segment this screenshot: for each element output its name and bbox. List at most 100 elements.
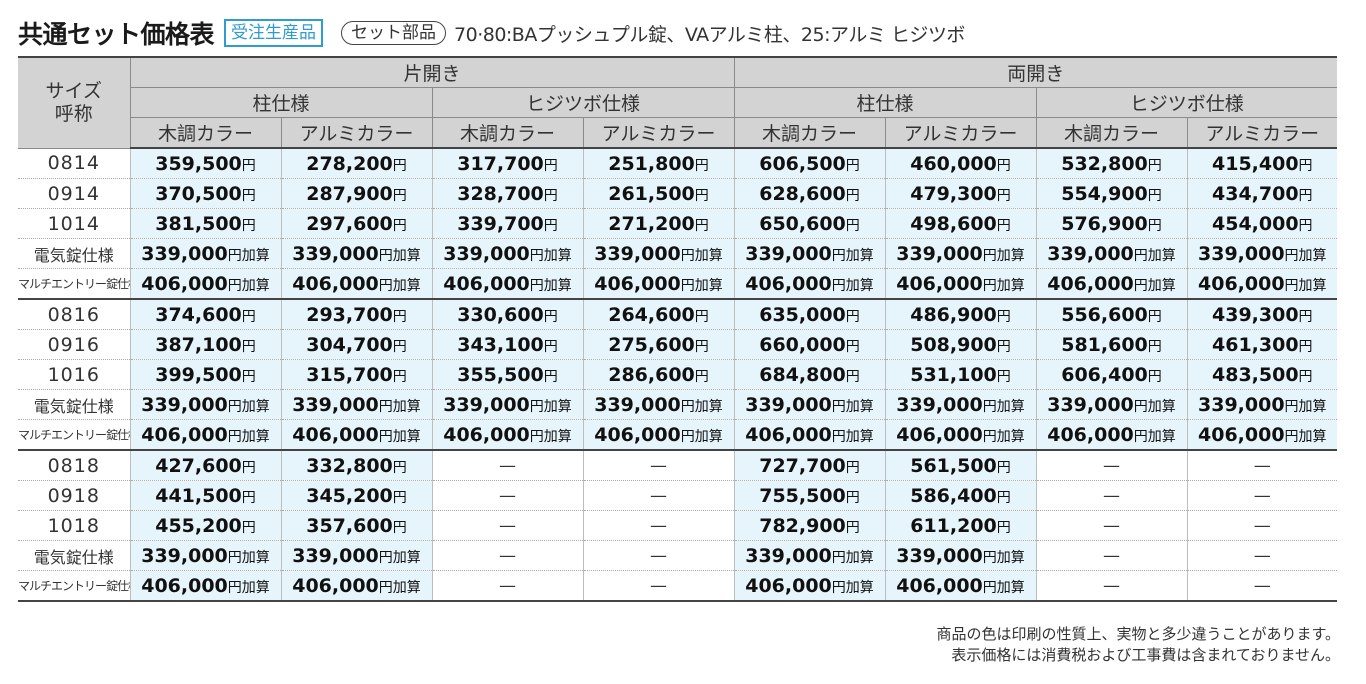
price-value: 508,900 (910, 333, 997, 356)
price-value: 479,300 (910, 182, 997, 205)
price-value: 278,200 (306, 152, 393, 175)
price-unit: 円 (543, 157, 558, 174)
price-value: 339,000 (141, 544, 228, 567)
price-cell: 251,800円 (582, 148, 735, 179)
table-row: 1014 381,500円 297,600円 339,700円 271,200円 650,… (18, 208, 1338, 239)
price-unit: 円加算 (831, 398, 874, 415)
set-parts-label: セット部品 (341, 21, 447, 45)
price-unit: 円 (543, 368, 558, 385)
price-unit: 円 (996, 519, 1011, 536)
price-unit: 円加算 (227, 277, 270, 294)
price-unit: 円 (1147, 187, 1162, 204)
pillar-type-header: ヒジツボ仕様 (1035, 87, 1338, 118)
price-unit: 円 (392, 338, 407, 355)
price-value: 317,700 (457, 152, 544, 175)
table-row: 電気錠仕様 339,000円加算 339,000円加算 339,000円加算 339,0… (18, 389, 1338, 420)
table-row: マルチエントリー錠仕様 406,000円加算 406,000円加算 — —406,000… (18, 570, 1338, 602)
price-unit: 円加算 (831, 579, 874, 596)
price-value: 339,000 (745, 544, 832, 567)
price-value: 339,000 (141, 242, 228, 265)
price-value: 339,000 (292, 544, 379, 567)
price-unit: 円加算 (227, 549, 270, 566)
price-cell: 454,000円 (1186, 208, 1338, 239)
empty-cell: — (582, 450, 735, 481)
price-cell: 357,600円 (280, 510, 432, 541)
price-cell: 406,000円加算 (1186, 268, 1338, 300)
price-value: 483,500 (1212, 363, 1299, 386)
table-row: マルチエントリー錠仕様 406,000円加算 406,000円加算 406,000円加… (18, 419, 1338, 451)
price-value: 406,000 (292, 423, 379, 446)
price-unit: 円加算 (529, 398, 572, 415)
footnote: 商品の色は印刷の性質上、実物と多少違うことがあります。 (936, 625, 1340, 643)
empty-cell: — (431, 450, 583, 481)
price-unit: 円加算 (227, 398, 270, 415)
size-cell: 電気錠仕様 (18, 540, 130, 571)
price-cell: 406,000円加算 (884, 268, 1037, 300)
price-cell: 286,600円 (582, 359, 735, 390)
price-value: 406,000 (896, 423, 983, 446)
price-unit: 円加算 (378, 549, 421, 566)
price-value: 576,900 (1061, 212, 1148, 235)
price-unit: 円 (845, 459, 860, 476)
price-value: 330,600 (457, 303, 544, 326)
price-unit: 円 (392, 308, 407, 325)
price-unit: 円 (392, 187, 407, 204)
price-value: 339,700 (457, 212, 544, 235)
price-cell: 441,500円 (129, 480, 281, 511)
price-unit: 円加算 (680, 277, 723, 294)
price-value: 498,600 (910, 212, 997, 235)
price-value: 727,700 (759, 454, 846, 477)
price-cell: 479,300円 (884, 178, 1037, 209)
price-unit: 円 (1298, 187, 1313, 204)
price-unit: 円 (694, 157, 709, 174)
price-unit: 円 (694, 187, 709, 204)
table-row: 0816 374,600円 293,700円 330,600円 264,600円 635,… (18, 299, 1338, 330)
price-cell: 293,700円 (280, 299, 432, 330)
page-title: 共通セット価格表 (18, 20, 215, 49)
size-cell: 1014 (18, 208, 130, 239)
price-cell: 339,000円加算 (129, 389, 281, 420)
price-cell: 498,600円 (884, 208, 1037, 239)
price-unit: 円加算 (680, 428, 723, 445)
price-cell: 339,000円加算 (1035, 238, 1188, 269)
price-unit: 円 (996, 368, 1011, 385)
price-cell: 606,500円 (733, 148, 886, 179)
price-cell: 461,300円 (1186, 329, 1338, 360)
price-cell: 339,000円加算 (280, 540, 432, 571)
size-cell: マルチエントリー錠仕様 (18, 268, 130, 300)
price-value: 359,500 (155, 152, 242, 175)
price-unit: 円 (845, 368, 860, 385)
price-cell: 611,200円 (884, 510, 1037, 541)
price-value: 339,000 (1047, 242, 1134, 265)
price-value: 561,500 (910, 454, 997, 477)
price-cell: 339,000円加算 (884, 389, 1037, 420)
price-value: 461,300 (1212, 333, 1299, 356)
price-cell: 755,500円 (733, 480, 886, 511)
price-value: 406,000 (896, 574, 983, 597)
price-value: 374,600 (155, 303, 242, 326)
price-cell: 406,000円加算 (431, 268, 583, 300)
price-unit: 円加算 (378, 398, 421, 415)
price-value: 339,000 (896, 544, 983, 567)
price-cell: 561,500円 (884, 450, 1037, 481)
size-cell: 0914 (18, 178, 130, 209)
price-unit: 円 (241, 308, 256, 325)
price-unit: 円 (694, 338, 709, 355)
price-unit: 円加算 (227, 247, 270, 264)
price-value: 345,200 (306, 484, 393, 507)
price-cell: 330,600円 (431, 299, 583, 330)
price-value: 355,500 (457, 363, 544, 386)
color-header: 木調カラー (1035, 117, 1188, 149)
price-cell: 387,100円 (129, 329, 281, 360)
price-cell: 531,100円 (884, 359, 1037, 390)
price-cell: 406,000円加算 (280, 570, 432, 602)
price-value: 339,000 (896, 393, 983, 416)
price-cell: 455,200円 (129, 510, 281, 541)
price-unit: 円 (1147, 217, 1162, 234)
price-cell: 339,000円加算 (129, 540, 281, 571)
price-unit: 円 (1298, 157, 1313, 174)
price-unit: 円加算 (529, 428, 572, 445)
price-value: 264,600 (608, 303, 695, 326)
price-cell: 317,700円 (431, 148, 583, 179)
price-cell: 650,600円 (733, 208, 886, 239)
